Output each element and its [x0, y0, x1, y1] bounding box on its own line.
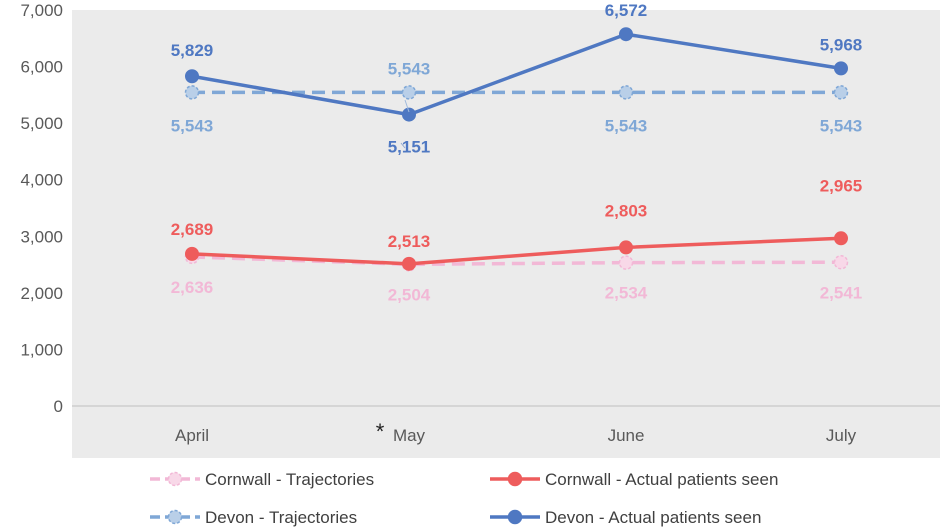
legend-item-2: Devon - Trajectories — [150, 508, 357, 527]
series-2 — [184, 85, 849, 100]
x-tick-label: April — [175, 426, 209, 445]
legend-label: Devon - Trajectories — [205, 508, 357, 527]
x-tick-annotation: * — [376, 419, 385, 444]
legend-label: Cornwall - Trajectories — [205, 470, 374, 489]
data-label: 2,803 — [605, 201, 648, 220]
legend-item-0: Cornwall - Trajectories — [150, 470, 374, 489]
data-label: 5,151 — [388, 138, 431, 157]
y-tick-label: 3,000 — [20, 227, 63, 246]
data-label: 2,689 — [171, 220, 214, 239]
series-line — [191, 236, 842, 266]
data-point — [834, 231, 848, 246]
series-3 — [185, 27, 848, 122]
data-label: 6,572 — [605, 1, 648, 20]
data-label: 5,829 — [171, 41, 214, 60]
data-label: 2,965 — [820, 176, 863, 195]
data-point — [834, 61, 848, 76]
series-layer — [184, 27, 849, 272]
x-tick-label: June — [608, 426, 645, 445]
data-point — [619, 27, 633, 42]
leader-line — [404, 99, 410, 113]
data-point — [184, 85, 200, 100]
data-label: 2,513 — [388, 232, 431, 251]
y-tick-label: 7,000 — [20, 1, 63, 20]
x-tick-label: May — [393, 426, 426, 445]
leader-line — [400, 142, 406, 149]
data-label: 5,543 — [820, 116, 863, 135]
legend-label: Cornwall - Actual patients seen — [545, 470, 778, 489]
data-labels: 2,636 2,504 2,534 2,541 2,689 2,513 2,803 2,965… — [171, 1, 863, 304]
data-label: 5,968 — [820, 35, 863, 54]
series-line — [191, 32, 842, 117]
y-tick-label: 2,000 — [20, 284, 63, 303]
legend-marker — [507, 471, 523, 487]
data-label: 2,534 — [605, 284, 648, 303]
data-point — [185, 246, 199, 261]
series-1 — [185, 231, 848, 271]
series-line — [191, 255, 842, 267]
x-tick-label: July — [826, 426, 857, 445]
data-point — [619, 240, 633, 255]
data-point — [618, 255, 634, 270]
x-axis: April May * June July — [175, 419, 857, 445]
y-tick-label: 5,000 — [20, 114, 63, 133]
data-point — [401, 85, 417, 100]
y-axis: 0 1,000 2,000 3,000 4,000 5,000 6,000 7,000 — [20, 1, 63, 416]
data-point — [618, 85, 634, 100]
legend-marker — [507, 509, 523, 525]
data-label: 2,504 — [388, 285, 431, 304]
legend-item-3: Devon - Actual patients seen — [490, 508, 761, 527]
data-point — [833, 255, 849, 270]
data-label: 5,543 — [605, 116, 648, 135]
data-point — [402, 107, 416, 122]
y-tick-label: 0 — [54, 397, 63, 416]
data-point — [402, 256, 416, 271]
data-label: 2,541 — [820, 283, 863, 302]
y-tick-label: 1,000 — [20, 340, 63, 359]
legend: Cornwall - Trajectories Cornwall - Actual… — [150, 470, 778, 527]
data-point — [833, 85, 849, 100]
y-tick-label: 4,000 — [20, 171, 63, 190]
legend-item-1: Cornwall - Actual patients seen — [490, 470, 778, 489]
legend-marker — [167, 509, 183, 525]
data-label: 5,543 — [171, 116, 214, 135]
legend-label: Devon - Actual patients seen — [545, 508, 761, 527]
data-label: 5,543 — [388, 59, 431, 78]
data-point — [185, 69, 199, 84]
plot-area — [72, 10, 940, 458]
data-label: 2,636 — [171, 278, 214, 297]
y-tick-label: 6,000 — [20, 58, 63, 77]
legend-marker — [167, 471, 183, 487]
